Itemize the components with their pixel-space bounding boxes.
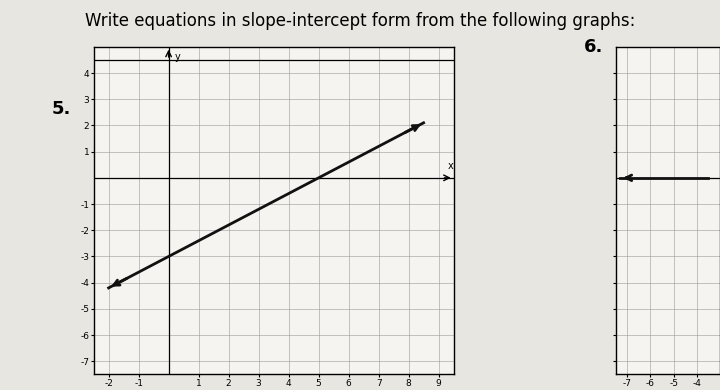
Text: y: y xyxy=(175,52,180,62)
Text: 6.: 6. xyxy=(585,38,603,56)
Text: 5.: 5. xyxy=(52,100,71,118)
Text: Write equations in slope-intercept form from the following graphs:: Write equations in slope-intercept form … xyxy=(85,12,635,30)
Text: x: x xyxy=(448,161,454,171)
